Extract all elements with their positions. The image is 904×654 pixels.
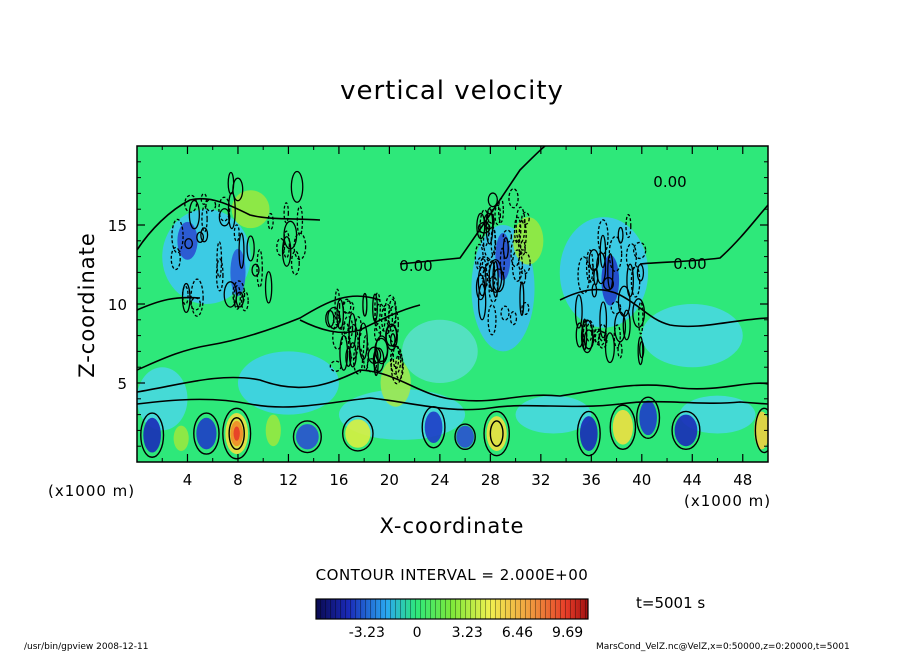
time-label: t=5001 s xyxy=(636,594,706,612)
y-tick-label: 5 xyxy=(117,375,127,393)
footer-left: /usr/bin/gpview 2008-12-11 xyxy=(24,642,149,652)
x-tick-label: 16 xyxy=(329,471,348,489)
x-unit-right: (x1000 m) xyxy=(684,492,772,510)
x-unit-left: (x1000 m) xyxy=(48,482,136,500)
colorbar-tick-label: 3.23 xyxy=(452,625,483,641)
contour-interval: CONTOUR INTERVAL = 2.000E+00 xyxy=(315,566,589,584)
x-tick-label: 28 xyxy=(481,471,500,489)
contour-label: 0.00 xyxy=(399,257,432,275)
x-tick-label: 44 xyxy=(683,471,702,489)
x-tick-label: 36 xyxy=(582,471,601,489)
y-axis-label: Z-coordinate xyxy=(75,232,99,378)
colorbar-tick-label: 6.46 xyxy=(502,625,533,641)
colorbar-tick-label: -3.23 xyxy=(349,625,385,641)
x-tick-label: 12 xyxy=(279,471,298,489)
colorbar-tick-label: 0 xyxy=(413,625,422,641)
x-tick-label: 24 xyxy=(430,471,449,489)
x-tick-label: 32 xyxy=(531,471,550,489)
contour-label: 0.00 xyxy=(653,173,686,191)
colorbar-tick-label: 9.69 xyxy=(552,625,583,641)
x-axis-label: X-coordinate xyxy=(379,514,525,538)
x-tick-label: 4 xyxy=(183,471,193,489)
x-tick-label: 48 xyxy=(733,471,752,489)
x-tick-label: 40 xyxy=(632,471,651,489)
x-tick-label: 20 xyxy=(380,471,399,489)
x-tick-label: 8 xyxy=(233,471,243,489)
y-tick-label: 15 xyxy=(108,217,127,235)
y-tick-label: 10 xyxy=(108,296,127,314)
footer-right: MarsCond_VelZ.nc@VelZ,x=0:50000,z=0:2000… xyxy=(596,642,850,652)
contour-label: 0.00 xyxy=(673,255,706,273)
chart-title: vertical velocity xyxy=(340,76,564,106)
